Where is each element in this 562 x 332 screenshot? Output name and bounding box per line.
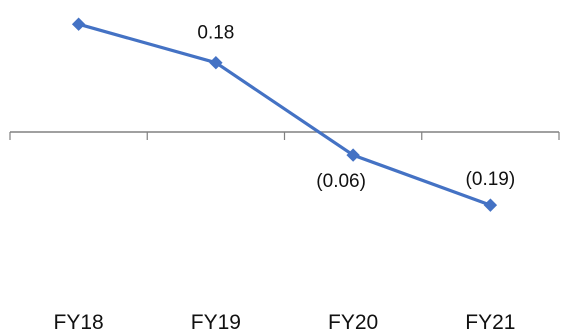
- x-tick-label: FY18: [54, 311, 104, 332]
- data-label: 0.18: [197, 23, 234, 44]
- data-point-marker: [71, 17, 86, 31]
- x-tick-label: FY21: [465, 311, 515, 332]
- data-point-marker: [209, 55, 223, 70]
- data-label: (0.19): [466, 169, 516, 190]
- x-tick-label: FY20: [328, 311, 378, 332]
- series-layer: [77, 22, 492, 207]
- x-tick-label: FY19: [191, 311, 241, 332]
- data-point-marker: [346, 148, 360, 162]
- data-label-layer: 0.28 0.18 (0.06) (0.19): [60, 0, 515, 192]
- marker-layer: [71, 17, 498, 212]
- data-label: (0.06): [316, 171, 366, 192]
- x-axis: [9, 131, 560, 140]
- data-point-marker: [483, 198, 498, 212]
- data-label: 0.28: [60, 0, 97, 5]
- series-line: [77, 22, 492, 207]
- tick-label-layer: FY18 FY19 FY20 FY21: [54, 311, 516, 332]
